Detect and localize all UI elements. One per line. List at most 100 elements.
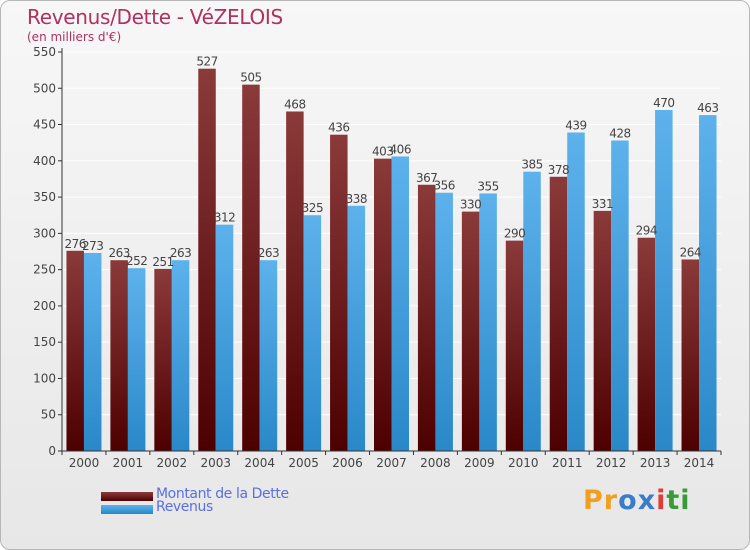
legend-label-revenus: Revenus (156, 499, 213, 515)
bars (66, 68, 717, 452)
bar-dette (461, 211, 480, 451)
y-tick-label: 450 (33, 118, 56, 132)
bar-revenus (655, 110, 673, 451)
bar-dette (549, 176, 568, 451)
data-label-revenus: 470 (653, 96, 674, 110)
x-tick-label: 2006 (332, 456, 363, 470)
x-tick-label: 2005 (288, 456, 319, 470)
bar-revenus (259, 260, 278, 451)
data-label-dette: 290 (504, 227, 525, 241)
y-tick-label: 50 (41, 408, 56, 422)
x-tick-label: 2013 (640, 456, 671, 470)
y-tick-label: 350 (33, 190, 56, 204)
x-tick-label: 2001 (113, 456, 144, 470)
logo-letter: x (637, 485, 657, 516)
data-label-dette: 436 (328, 121, 349, 135)
x-tick-label: 2009 (464, 456, 495, 470)
data-label-dette: 505 (240, 71, 261, 85)
bar-dette (593, 210, 612, 451)
logo-letter: i (656, 485, 667, 516)
legend-swatch-dette (101, 492, 153, 501)
x-tick-label: 2011 (552, 456, 583, 470)
data-label-revenus: 325 (302, 201, 323, 215)
proxiti-logo: Proxiti (583, 485, 691, 516)
data-label-dette: 294 (636, 224, 657, 238)
y-tick-label: 550 (33, 45, 56, 59)
x-tick-label: 2004 (244, 456, 275, 470)
x-tick-label: 2002 (157, 456, 188, 470)
y-tick-label: 250 (33, 263, 56, 277)
legend-label-dette: Montant de la Dette (156, 486, 289, 502)
bar-dette (681, 259, 700, 451)
logo-letter: i (680, 485, 691, 516)
data-label-revenus: 338 (346, 192, 367, 206)
axes: 0 50 100 150 200 250 300 350 400 450 500 550 2000 200… (33, 45, 722, 470)
bar-dette (198, 68, 216, 451)
bar-dette (637, 237, 656, 451)
bar-dette (154, 268, 172, 451)
y-tick-label: 300 (33, 226, 56, 240)
bar-revenus (567, 132, 585, 451)
y-tick-label: 0 (48, 444, 56, 458)
x-tick-label: 2007 (376, 456, 407, 470)
data-label-dette: 251 (152, 255, 173, 269)
logo-letter: P (583, 485, 604, 516)
bar-dette (242, 84, 260, 452)
x-tick-label: 2003 (200, 456, 231, 470)
data-label-dette: 276 (65, 237, 86, 251)
data-label-revenus: 406 (390, 142, 411, 156)
data-label-dette: 330 (460, 198, 481, 212)
bar-revenus (171, 260, 190, 451)
data-label-revenus: 428 (609, 127, 630, 141)
bar-dette (374, 158, 392, 451)
data-label-revenus: 356 (433, 179, 454, 193)
y-tick-label: 500 (33, 81, 56, 95)
data-label-revenus: 439 (565, 119, 586, 133)
data-label-dette: 264 (680, 245, 701, 259)
bar-revenus (391, 156, 409, 451)
data-label-revenus: 263 (258, 246, 279, 260)
bar-dette (286, 111, 304, 451)
bar-revenus (699, 115, 717, 451)
chart-title: Revenus/Dette - VéZELOIS (27, 5, 283, 29)
bar-revenus (215, 224, 234, 451)
data-label-revenus: 463 (697, 101, 718, 115)
data-label-revenus: 385 (521, 158, 542, 172)
bar-revenus (347, 205, 366, 451)
data-label-dette: 331 (592, 197, 613, 211)
x-tick-label: 2000 (69, 456, 100, 470)
data-label-dette: 263 (108, 246, 129, 260)
data-label-dette: 378 (548, 163, 569, 177)
x-tick-label: 2014 (684, 456, 715, 470)
x-tick-label: 2010 (508, 456, 539, 470)
bar-revenus (523, 171, 541, 451)
legend-swatch-revenus (101, 505, 153, 514)
y-tick-label: 150 (33, 335, 56, 349)
bar-dette (330, 134, 348, 451)
x-tick-label: 2008 (420, 456, 451, 470)
logo-letter: t (666, 485, 681, 516)
data-label-revenus: 252 (126, 254, 147, 268)
data-label-dette: 403 (372, 145, 393, 159)
bar-dette (417, 184, 436, 451)
data-label-revenus: 312 (214, 211, 235, 225)
data-label-dette: 527 (196, 55, 217, 69)
chart-subtitle: (en milliers d'€) (27, 30, 122, 44)
bar-revenus (479, 193, 497, 452)
bar-revenus (83, 252, 102, 451)
bar-revenus (435, 192, 453, 452)
bar-revenus (303, 215, 322, 451)
bar-revenus (611, 140, 629, 452)
data-label-dette: 367 (416, 171, 437, 185)
bar-dette (505, 240, 524, 451)
logo-letter: r (603, 485, 619, 516)
bar-revenus (127, 268, 146, 451)
logo-letter: o (618, 485, 638, 516)
bar-dette (66, 250, 84, 451)
data-label-revenus: 355 (477, 179, 498, 193)
x-tick-label: 2012 (596, 456, 627, 470)
data-label-dette: 468 (284, 97, 305, 111)
